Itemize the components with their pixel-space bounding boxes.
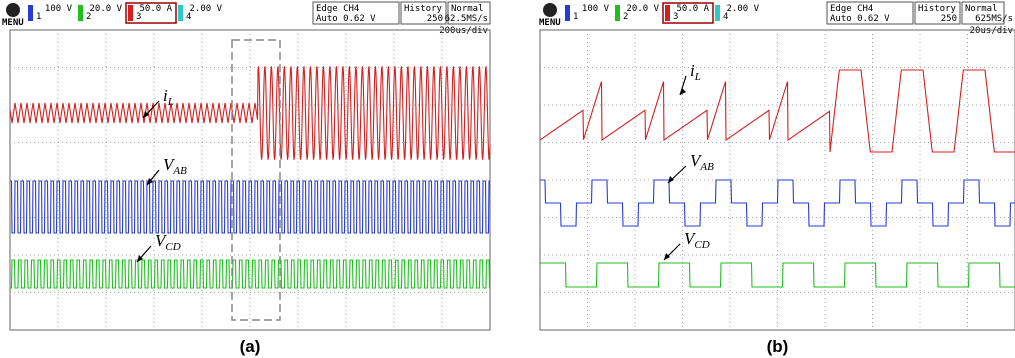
menu-icon xyxy=(543,3,557,17)
trigger: Edge CH4 xyxy=(316,4,359,14)
menu-label: MENU xyxy=(539,18,561,28)
channel-swatch xyxy=(78,5,83,21)
signal-label: VAB xyxy=(690,151,714,173)
label-sub: CD xyxy=(694,239,709,251)
label-sub: L xyxy=(694,71,701,83)
waveform-vab xyxy=(540,180,1015,226)
caption: (a) xyxy=(240,337,261,356)
channel-swatch xyxy=(128,5,133,21)
menu-icon xyxy=(6,3,20,17)
history: 250 xyxy=(941,14,957,24)
channel-swatch xyxy=(665,5,670,21)
trigger: Edge CH4 xyxy=(830,4,873,14)
trigger: Auto 0.62 V xyxy=(316,14,376,24)
label-sub: AB xyxy=(172,165,187,177)
timebase: 20us/div xyxy=(970,26,1013,36)
channel-num: 1 xyxy=(573,12,578,22)
waveform-il xyxy=(10,66,490,159)
channel-swatch xyxy=(615,5,620,21)
channel-swatch xyxy=(565,5,570,21)
signal-label: VAB xyxy=(163,155,187,177)
channel-scale: 100 V xyxy=(45,4,73,14)
channel-scale: 100 V xyxy=(582,4,610,14)
history: History xyxy=(404,4,443,14)
signal-label: VCD xyxy=(684,229,710,251)
mode: 62.5MS/s xyxy=(445,14,488,24)
menu-label: MENU xyxy=(2,18,24,28)
trigger: Auto 0.62 V xyxy=(830,14,890,24)
label-sub: L xyxy=(167,96,174,108)
channel-scale: 50.0 A xyxy=(676,4,709,14)
label-sub: AB xyxy=(699,161,714,173)
figure: MENU1100 V220.0 V350.0 A42.00 VEdge CH4A… xyxy=(0,0,1015,358)
channel-swatch xyxy=(178,5,183,21)
timebase: 200us/div xyxy=(439,26,488,36)
label-sub: CD xyxy=(165,241,180,253)
channel-swatch xyxy=(28,5,33,21)
channel-swatch xyxy=(715,5,720,21)
arrow-head xyxy=(664,253,670,260)
signal-label: iL xyxy=(163,86,174,108)
caption: (b) xyxy=(767,337,789,356)
history: History xyxy=(918,4,957,14)
signal-label: iL xyxy=(690,61,701,83)
channel-scale: 2.00 V xyxy=(189,4,222,14)
channel-scale: 20.0 V xyxy=(89,4,122,14)
mode: Normal xyxy=(451,4,484,14)
history: 250 xyxy=(427,14,443,24)
channel-scale: 2.00 V xyxy=(726,4,759,14)
signal-label: VCD xyxy=(155,231,181,253)
mode: 625MS/s xyxy=(975,14,1013,24)
channel-num: 1 xyxy=(36,12,41,22)
channel-scale: 20.0 V xyxy=(626,4,659,14)
mode: Normal xyxy=(965,4,998,14)
channel-scale: 50.0 A xyxy=(139,4,172,14)
